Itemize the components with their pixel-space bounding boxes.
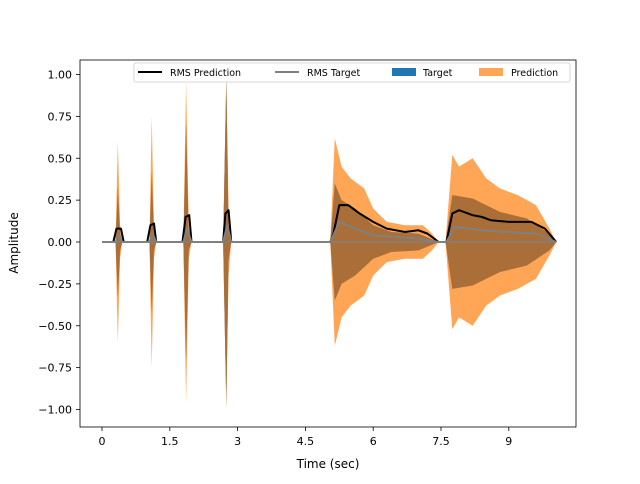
y-tick-label: 0.75 xyxy=(48,110,73,123)
plot-area xyxy=(102,74,558,410)
x-tick-label: 4.5 xyxy=(297,435,315,448)
legend-rms-prediction-label: RMS Prediction xyxy=(170,68,241,79)
y-tick-label: 0.00 xyxy=(48,236,73,249)
legend-prediction-swatch xyxy=(479,68,503,76)
rms-target-line xyxy=(102,220,557,243)
x-tick-label: 0 xyxy=(99,435,106,448)
x-axis: 0 1.5 3 4.5 6 7.5 9 xyxy=(99,427,512,448)
y-tick-label: 1.00 xyxy=(48,69,73,82)
legend-prediction-label: Prediction xyxy=(511,68,558,79)
y-tick-label: −1.00 xyxy=(38,404,72,417)
x-tick-label: 7.5 xyxy=(432,435,450,448)
legend-target-swatch xyxy=(392,68,416,76)
axes-frame xyxy=(79,59,577,428)
y-axis-label: Amplitude xyxy=(7,212,21,274)
x-tick-label: 3 xyxy=(234,435,241,448)
x-tick-label: 9 xyxy=(505,435,512,448)
x-tick-label: 1.5 xyxy=(161,435,179,448)
y-tick-label: −0.25 xyxy=(38,278,72,291)
rms-prediction-line xyxy=(102,204,558,243)
y-tick-label: 0.25 xyxy=(48,194,73,207)
y-tick-label: −0.50 xyxy=(38,320,72,333)
y-tick-label: 0.50 xyxy=(48,152,73,165)
x-tick-label: 6 xyxy=(370,435,377,448)
legend: RMS Prediction RMS Target Target Predict… xyxy=(133,62,571,83)
y-axis: −1.00 −0.75 −0.50 −0.25 0.00 0.25 0.50 0.75 1.00 xyxy=(38,69,80,417)
x-axis-label: Time (sec) xyxy=(296,457,360,471)
legend-target-label: Target xyxy=(422,68,453,79)
legend-rms-target-label: RMS Target xyxy=(307,68,361,79)
y-tick-label: −0.75 xyxy=(38,362,72,375)
